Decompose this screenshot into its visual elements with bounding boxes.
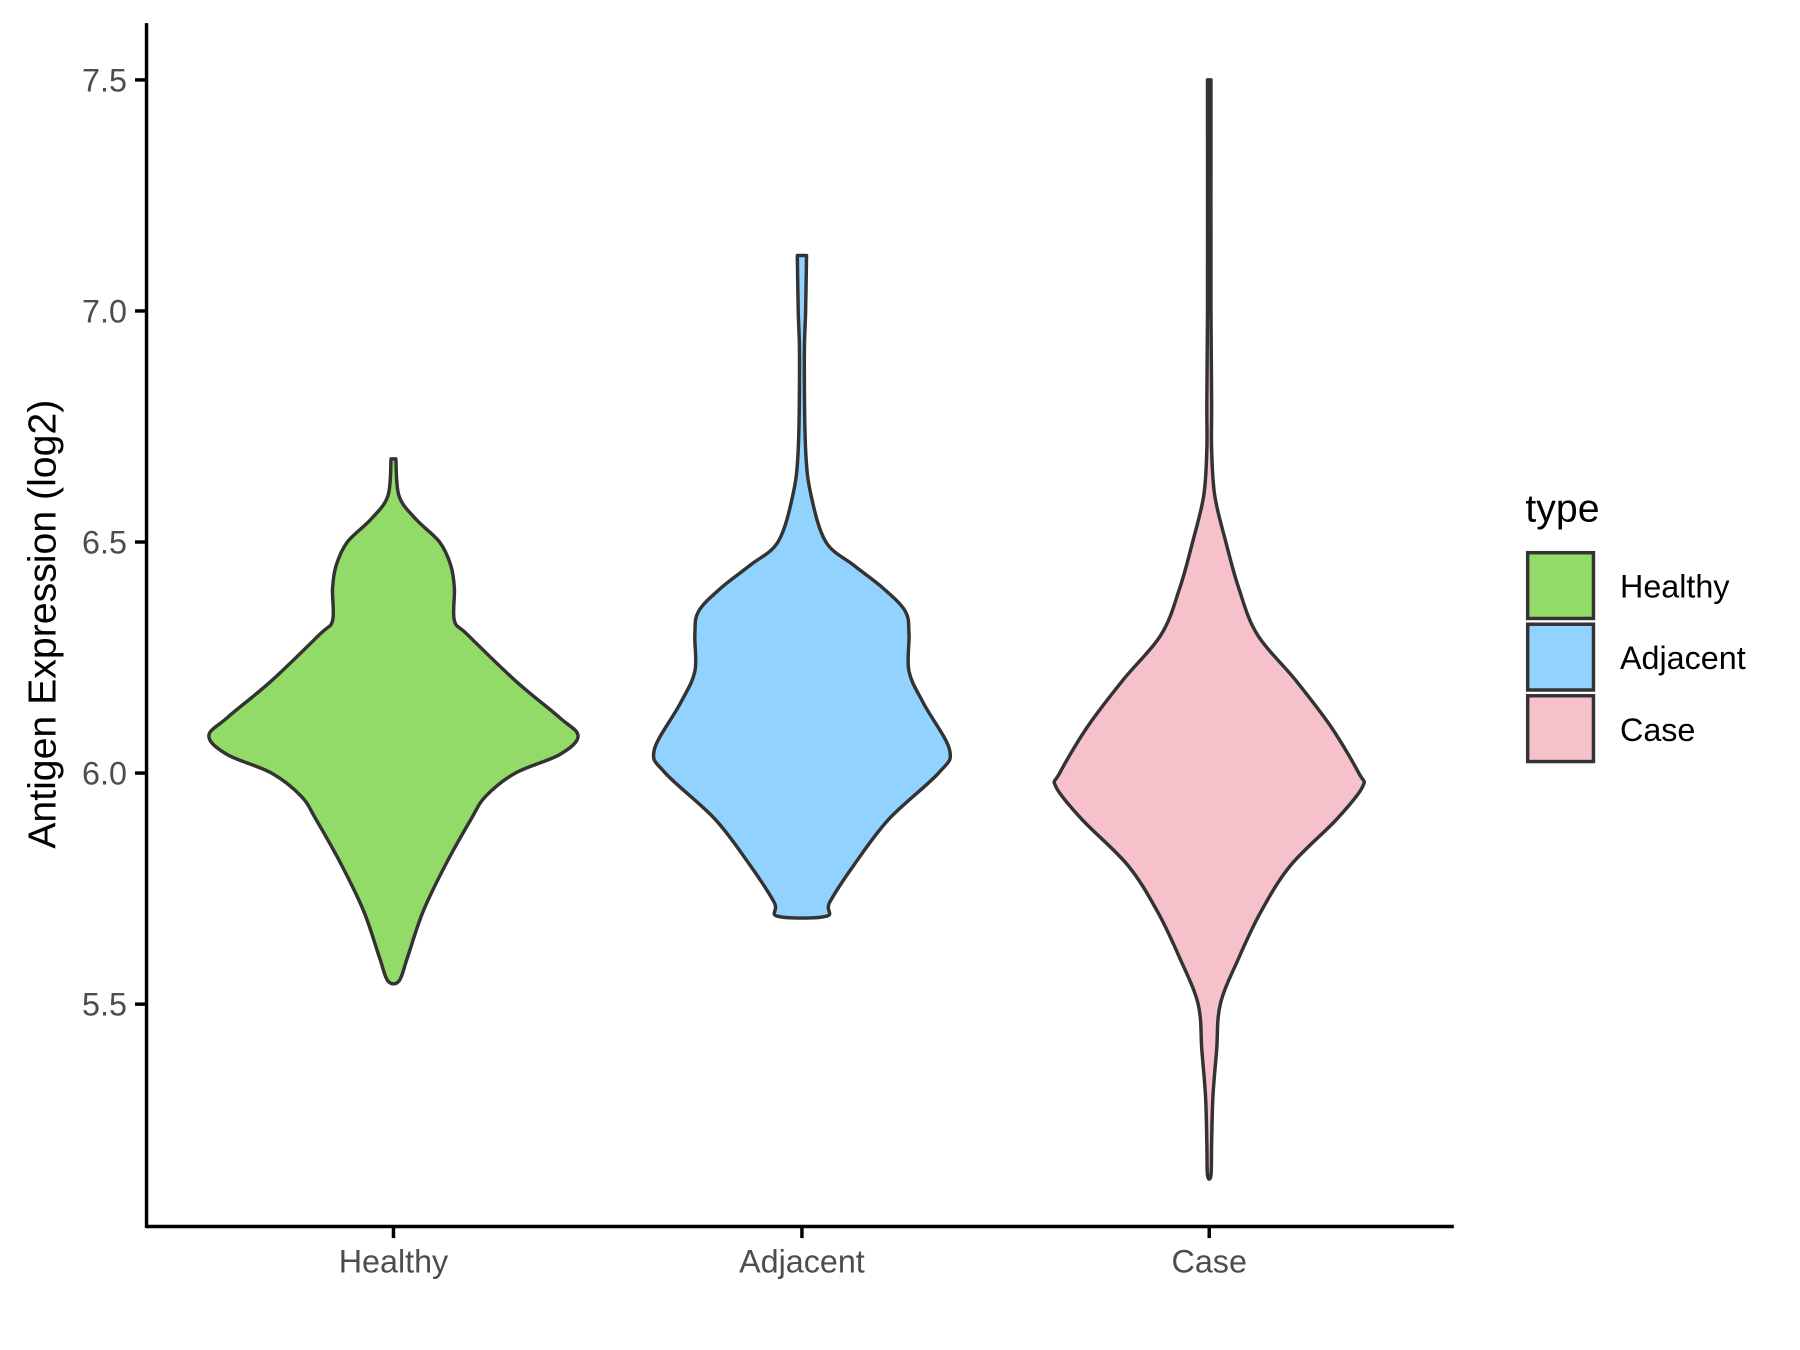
legend-key-adjacent [1525, 622, 1596, 692]
legend-label: Adjacent [1620, 640, 1746, 676]
legend-key-case [1525, 694, 1596, 764]
x-tick-label: Healthy [339, 1244, 449, 1280]
violin-adjacent [651, 253, 953, 920]
y-axis-label: Antigen Expression (log2) [20, 400, 64, 849]
y-tick-label: 7.0 [82, 294, 127, 330]
legend-title: type [1525, 487, 1599, 531]
violin-case [1052, 78, 1367, 1181]
y-ticks: 5.5 6.0 6.5 7.0 7.5 [82, 62, 147, 1023]
y-tick-label: 5.5 [82, 987, 127, 1023]
legend: type Healthy Adjacent Case [1525, 487, 1746, 764]
x-ticks: Healthy Adjacent Case [339, 1226, 1247, 1280]
y-tick-label: 7.5 [82, 62, 127, 98]
y-tick-label: 6.5 [82, 525, 127, 561]
legend-label: Healthy [1620, 569, 1730, 605]
x-tick-label: Adjacent [739, 1244, 865, 1280]
violins [207, 78, 1367, 1181]
legend-label: Case [1620, 712, 1695, 748]
violin-healthy [207, 457, 580, 986]
legend-key-healthy [1525, 550, 1596, 621]
x-tick-label: Case [1172, 1244, 1247, 1280]
y-tick-label: 6.0 [82, 756, 127, 792]
